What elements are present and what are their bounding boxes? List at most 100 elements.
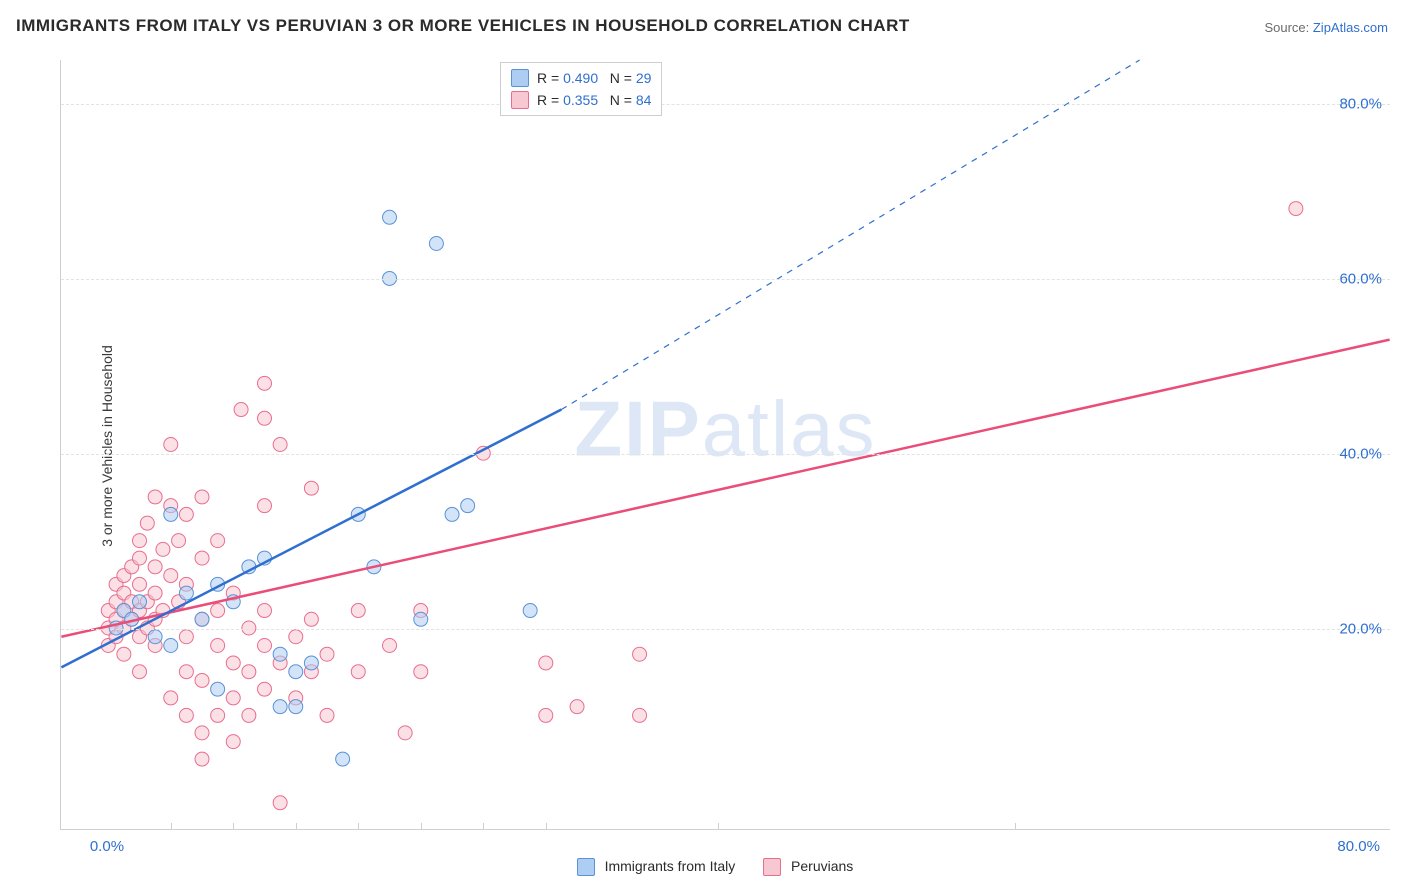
scatter-point-italy <box>195 612 209 626</box>
scatter-point-peruvians <box>195 726 209 740</box>
scatter-point-peruvians <box>211 708 225 722</box>
source-attribution: Source: ZipAtlas.com <box>1264 20 1388 35</box>
scatter-point-italy <box>523 604 537 618</box>
scatter-point-peruvians <box>140 516 154 530</box>
scatter-point-peruvians <box>539 656 553 670</box>
scatter-point-peruvians <box>195 490 209 504</box>
scatter-point-peruvians <box>179 630 193 644</box>
scatter-point-peruvians <box>195 551 209 565</box>
scatter-point-italy <box>164 638 178 652</box>
swatch-italy <box>577 858 595 876</box>
correlation-legend: R = 0.490 N = 29R = 0.355 N = 84 <box>500 62 662 116</box>
scatter-point-peruvians <box>148 586 162 600</box>
scatter-point-peruvians <box>398 726 412 740</box>
scatter-point-peruvians <box>414 665 428 679</box>
y-tick-label: 40.0% <box>1339 445 1382 462</box>
scatter-point-peruvians <box>179 665 193 679</box>
scatter-point-peruvians <box>211 638 225 652</box>
scatter-point-italy <box>273 700 287 714</box>
gridline-h <box>61 279 1390 280</box>
legend-top-row: R = 0.490 N = 29 <box>511 67 651 89</box>
scatter-point-italy <box>383 210 397 224</box>
scatter-point-peruvians <box>258 638 272 652</box>
scatter-point-italy <box>179 586 193 600</box>
scatter-point-italy <box>336 752 350 766</box>
scatter-point-peruvians <box>226 735 240 749</box>
scatter-point-peruvians <box>304 481 318 495</box>
scatter-point-peruvians <box>164 438 178 452</box>
scatter-point-peruvians <box>242 665 256 679</box>
source-prefix: Source: <box>1264 20 1312 35</box>
scatter-point-italy <box>164 507 178 521</box>
scatter-point-peruvians <box>164 569 178 583</box>
scatter-point-peruvians <box>117 647 131 661</box>
swatch-italy <box>511 69 529 87</box>
scatter-point-peruvians <box>258 376 272 390</box>
x-tick-mark <box>546 823 547 829</box>
swatch-peruvians <box>511 91 529 109</box>
scatter-point-peruvians <box>133 577 147 591</box>
scatter-point-peruvians <box>351 604 365 618</box>
scatter-point-italy <box>211 682 225 696</box>
x-tick-mark <box>483 823 484 829</box>
legend-peruvians-label: Peruvians <box>791 858 853 874</box>
scatter-point-italy <box>133 595 147 609</box>
x-tick-label: 80.0% <box>1337 838 1380 855</box>
chart-title: IMMIGRANTS FROM ITALY VS PERUVIAN 3 OR M… <box>16 16 910 36</box>
scatter-point-peruvians <box>633 708 647 722</box>
scatter-point-peruvians <box>320 708 334 722</box>
scatter-point-peruvians <box>195 673 209 687</box>
scatter-point-peruvians <box>383 638 397 652</box>
scatter-point-peruvians <box>211 604 225 618</box>
scatter-point-peruvians <box>289 630 303 644</box>
scatter-point-peruvians <box>234 403 248 417</box>
scatter-point-peruvians <box>156 542 170 556</box>
scatter-point-italy <box>304 656 318 670</box>
scatter-point-peruvians <box>258 499 272 513</box>
x-tick-mark <box>718 823 719 829</box>
source-link[interactable]: ZipAtlas.com <box>1313 20 1388 35</box>
plot-svg <box>61 60 1390 829</box>
scatter-point-peruvians <box>133 551 147 565</box>
series-legend: Immigrants from Italy Peruvians <box>0 858 1406 876</box>
legend-top-row: R = 0.355 N = 84 <box>511 89 651 111</box>
scatter-point-peruvians <box>304 612 318 626</box>
scatter-point-peruvians <box>633 647 647 661</box>
scatter-point-peruvians <box>539 708 553 722</box>
scatter-point-peruvians <box>195 752 209 766</box>
scatter-point-peruvians <box>164 691 178 705</box>
scatter-point-peruvians <box>211 534 225 548</box>
y-tick-label: 60.0% <box>1339 270 1382 287</box>
scatter-point-peruvians <box>258 682 272 696</box>
scatter-point-peruvians <box>148 560 162 574</box>
y-tick-label: 20.0% <box>1339 620 1382 637</box>
y-tick-label: 80.0% <box>1339 95 1382 112</box>
x-tick-mark <box>233 823 234 829</box>
gridline-h <box>61 454 1390 455</box>
scatter-point-peruvians <box>273 796 287 810</box>
x-tick-mark <box>1015 823 1016 829</box>
x-tick-mark <box>358 823 359 829</box>
scatter-point-peruvians <box>273 438 287 452</box>
x-tick-mark <box>296 823 297 829</box>
scatter-point-italy <box>289 700 303 714</box>
gridline-h <box>61 629 1390 630</box>
scatter-point-peruvians <box>351 665 365 679</box>
x-tick-label: 0.0% <box>90 838 124 855</box>
swatch-peruvians <box>763 858 781 876</box>
scatter-point-peruvians <box>172 534 186 548</box>
scatter-point-peruvians <box>258 604 272 618</box>
scatter-point-italy <box>414 612 428 626</box>
scatter-point-peruvians <box>133 534 147 548</box>
x-tick-mark <box>421 823 422 829</box>
scatter-point-peruvians <box>179 708 193 722</box>
legend-italy-label: Immigrants from Italy <box>605 858 736 874</box>
scatter-point-italy <box>273 647 287 661</box>
scatter-point-peruvians <box>148 490 162 504</box>
scatter-point-italy <box>445 507 459 521</box>
scatter-point-peruvians <box>320 647 334 661</box>
scatter-point-peruvians <box>226 691 240 705</box>
plot-area: ZIPatlas 20.0%40.0%60.0%80.0% <box>60 60 1390 830</box>
scatter-point-peruvians <box>242 708 256 722</box>
scatter-point-peruvians <box>133 665 147 679</box>
